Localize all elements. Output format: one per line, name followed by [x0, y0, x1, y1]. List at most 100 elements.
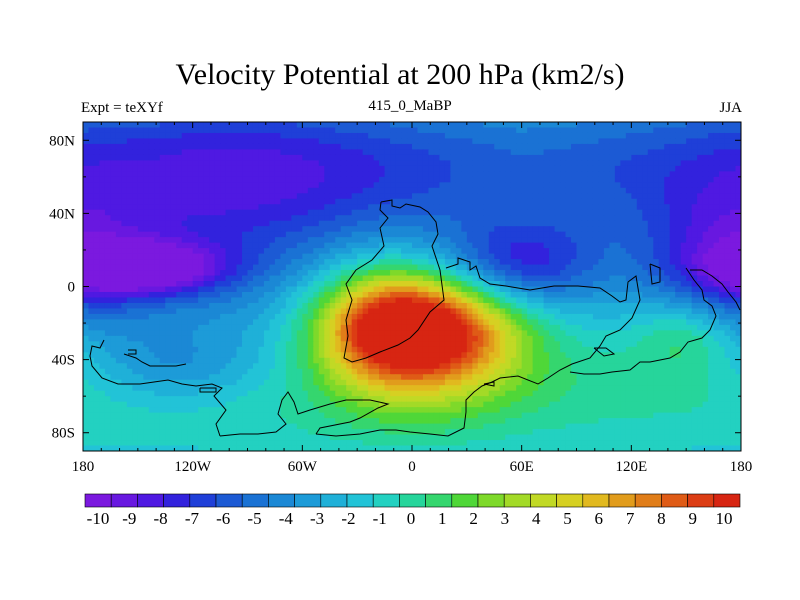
field-cell: [494, 286, 501, 293]
field-cell: [428, 226, 435, 233]
field-cell: [176, 160, 183, 167]
field-cell: [609, 171, 616, 178]
field-cell: [516, 198, 523, 205]
field-cell: [313, 154, 320, 161]
field-cell: [137, 253, 144, 260]
field-cell: [263, 308, 271, 315]
field-cell: [730, 270, 737, 277]
field-cell: [730, 165, 737, 172]
field-cell: [560, 198, 567, 205]
field-cell: [702, 193, 709, 200]
field-cell: [412, 242, 419, 249]
field-cell: [680, 313, 687, 320]
field-cell: [483, 253, 490, 260]
field-cell: [395, 248, 402, 255]
field-cell: [664, 237, 671, 244]
field-cell: [329, 138, 336, 145]
field-cell: [269, 187, 276, 194]
field-cell: [587, 176, 594, 183]
field-cell: [724, 165, 731, 172]
field-cell: [592, 313, 600, 320]
field-cell: [719, 204, 726, 211]
field-cell: [549, 281, 556, 288]
field-cell: [104, 165, 112, 172]
field-cell: [669, 132, 676, 140]
field-cell: [176, 138, 183, 145]
field-cell: [697, 165, 704, 172]
field-cell: [675, 264, 682, 271]
field-cell: [406, 237, 413, 244]
field-cell: [198, 281, 205, 288]
field-cell: [488, 237, 495, 244]
field-cell: [214, 324, 221, 331]
field-cell: [88, 182, 95, 189]
field-cell: [609, 291, 616, 299]
field-cell: [126, 286, 133, 293]
field-cell: [510, 313, 517, 320]
field-cell: [379, 149, 386, 156]
field-cell: [252, 122, 260, 129]
field-cell: [93, 122, 101, 129]
field-cell: [88, 335, 95, 342]
field-cell: [708, 308, 715, 315]
field-cell: [428, 182, 435, 189]
field-cell: [636, 204, 643, 211]
field-cell: [587, 319, 594, 326]
field-cell: [664, 231, 671, 238]
field-cell: [461, 226, 468, 233]
field-cell: [581, 165, 589, 172]
field-cell: [269, 138, 276, 145]
field-cell: [428, 176, 435, 183]
field-cell: [99, 215, 106, 222]
field-cell: [433, 138, 441, 145]
field-cell: [598, 138, 605, 145]
field-cell: [274, 220, 281, 227]
field-cell: [669, 187, 676, 194]
field-cell: [581, 242, 589, 249]
field-cell: [252, 193, 260, 200]
field-cell: [351, 187, 358, 194]
field-cell: [472, 160, 479, 167]
field-cell: [236, 160, 243, 167]
field-cell: [214, 127, 221, 134]
field-cell: [702, 149, 709, 156]
field-cell: [115, 215, 122, 222]
field-cell: [406, 154, 413, 161]
field-cell: [242, 160, 249, 167]
field-cell: [187, 176, 194, 183]
field-cell: [603, 182, 610, 189]
field-cell: [88, 297, 95, 304]
field-cell: [510, 122, 517, 129]
field-cell: [549, 330, 556, 337]
field-cell: [384, 171, 391, 178]
field-cell: [730, 242, 737, 249]
field-cell: [625, 149, 632, 156]
field-cell: [318, 237, 325, 244]
field-cell: [258, 319, 265, 326]
field-cell: [132, 226, 139, 233]
field-cell: [444, 335, 451, 342]
field-cell: [494, 171, 501, 178]
field-cell: [242, 182, 249, 189]
field-cell: [631, 154, 638, 161]
field-cell: [494, 270, 501, 277]
field-cell: [351, 154, 358, 161]
field-cell: [220, 176, 227, 183]
field-cell: [395, 160, 402, 167]
field-cell: [603, 319, 610, 326]
field-cell: [192, 138, 199, 145]
field-cell: [225, 297, 232, 304]
field-cell: [368, 127, 375, 134]
field-cell: [231, 215, 238, 222]
field-cell: [538, 193, 545, 200]
field-cell: [159, 302, 166, 310]
field-cell: [93, 281, 101, 288]
field-cell: [247, 237, 254, 244]
field-cell: [340, 204, 347, 211]
field-cell: [587, 209, 594, 216]
field-cell: [455, 187, 462, 194]
field-cell: [719, 127, 726, 134]
field-cell: [614, 237, 621, 244]
field-cell: [192, 313, 199, 320]
field-cell: [614, 138, 621, 145]
